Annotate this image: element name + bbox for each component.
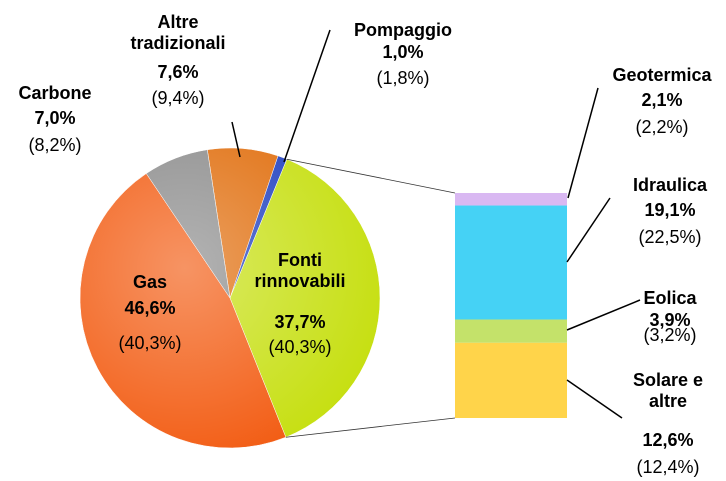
secondary-label: (2,2%) xyxy=(635,117,689,137)
category-label: Carbone xyxy=(18,83,92,103)
pie-shine xyxy=(80,148,380,448)
category-label: Altre tradizionali xyxy=(130,12,226,53)
bar-segment xyxy=(455,319,567,343)
value-label: 46,6% xyxy=(124,298,176,318)
value-label: 37,7% xyxy=(274,312,326,332)
value-label: 12,6% xyxy=(642,430,694,450)
category-label: Pompaggio xyxy=(354,20,452,40)
value-label: 7,0% xyxy=(34,108,76,128)
category-label: Solare e altre xyxy=(632,370,704,411)
category-label: Fonti rinnovabili xyxy=(254,250,346,291)
category-label: Idraulica xyxy=(632,175,708,195)
secondary-label: (40,3%) xyxy=(118,333,182,353)
leader-line xyxy=(231,121,241,158)
category-label: Eolica xyxy=(643,288,697,308)
bar-segment xyxy=(455,205,567,320)
secondary-label: (1,8%) xyxy=(376,68,430,88)
value-label: 7,6% xyxy=(157,62,199,82)
category-label: Geotermica xyxy=(612,65,712,85)
secondary-label: (22,5%) xyxy=(638,227,702,247)
value-label: 2,1% xyxy=(641,90,683,110)
leader-line xyxy=(283,29,331,163)
bar-segment xyxy=(455,193,567,206)
connector xyxy=(285,417,456,438)
secondary-label: (9,4%) xyxy=(151,88,205,108)
leader-line xyxy=(566,299,641,331)
leader-line xyxy=(567,87,599,199)
connector xyxy=(286,158,456,194)
secondary-label: (40,3%) xyxy=(268,337,332,357)
value-label: 3,9% xyxy=(649,310,691,330)
leader-line xyxy=(566,379,623,419)
value-label: 1,0% xyxy=(382,42,424,62)
secondary-label: (12,4%) xyxy=(636,457,700,477)
secondary-label: (8,2%) xyxy=(28,135,82,155)
leader-line xyxy=(566,197,611,263)
value-label: 19,1% xyxy=(644,200,696,220)
secondary-label: (3,2%) xyxy=(643,325,697,345)
bar-segment xyxy=(455,342,567,418)
category-label: Gas xyxy=(132,272,168,292)
